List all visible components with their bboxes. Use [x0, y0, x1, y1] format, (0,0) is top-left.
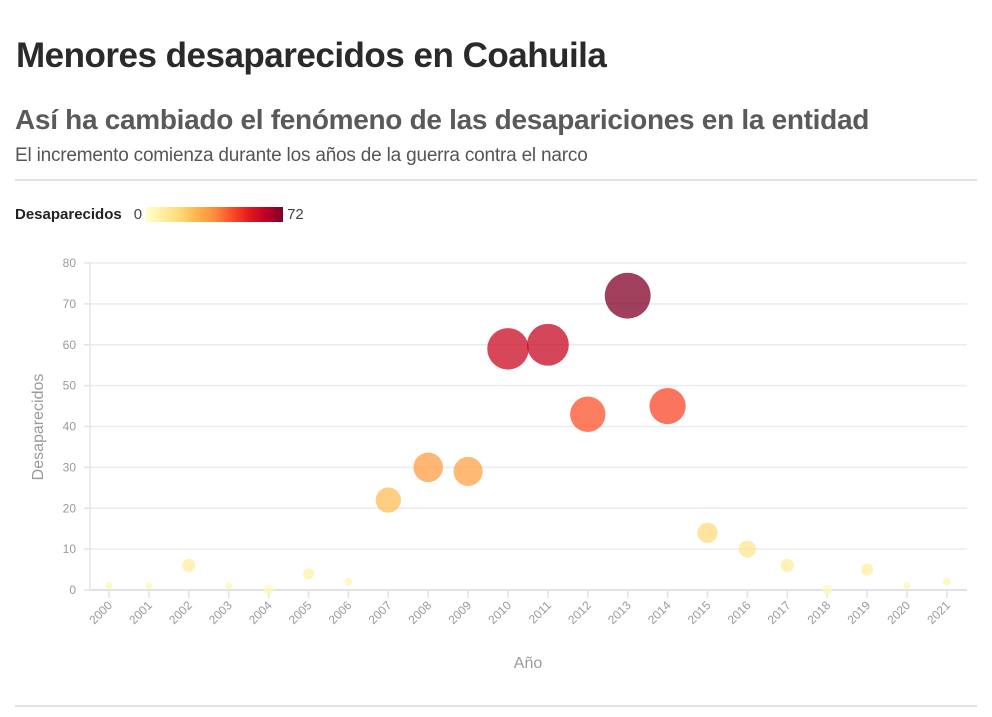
data-point-2015[interactable]	[697, 522, 718, 543]
y-tick-label: 80	[63, 256, 77, 270]
data-point-2020[interactable]	[903, 582, 911, 590]
x-tick-label: 2002	[166, 598, 195, 627]
x-tick-label: 2012	[565, 598, 594, 627]
x-tick-label: 2014	[645, 598, 674, 627]
x-tick-label: 2020	[884, 598, 913, 627]
x-tick-label: 2017	[765, 598, 794, 627]
data-point-2008[interactable]	[413, 452, 443, 483]
y-tick-label: 0	[69, 583, 76, 597]
x-axis: 2000 2001 2002 2003 2004 2005 2006 2007 2008 2009…	[86, 589, 967, 627]
x-tick-label: 2003	[206, 598, 235, 627]
data-point-2017[interactable]	[780, 558, 794, 573]
data-point-2018[interactable]	[822, 585, 833, 595]
x-tick-label: 2001	[126, 598, 155, 627]
data-point-2004[interactable]	[263, 585, 274, 595]
x-tick-label: 2010	[485, 598, 514, 627]
data-point-2016[interactable]	[738, 540, 756, 558]
data-point-2011[interactable]	[526, 323, 569, 366]
data-point-2006[interactable]	[344, 578, 353, 586]
x-tick-label: 2004	[246, 598, 275, 627]
chart-subtitle: Así ha cambiado el fenómeno de las desap…	[15, 104, 870, 135]
data-point-2000[interactable]	[105, 582, 113, 590]
legend-max-label: 72	[287, 205, 304, 223]
chart-note: El incremento comienza durante los años …	[15, 145, 588, 166]
color-legend: Desaparecidos 0 72	[15, 204, 304, 224]
x-tick-label: 2015	[685, 598, 714, 627]
chart-title: Menores desaparecidos en Coahuila	[16, 36, 607, 75]
data-point-2013[interactable]	[604, 272, 651, 319]
x-tick-label: 2019	[844, 598, 873, 627]
x-tick-label: 2007	[366, 598, 395, 627]
data-points	[105, 272, 951, 595]
x-tick-label: 2018	[805, 598, 834, 627]
x-tick-label: 2021	[924, 598, 953, 627]
grid-lines	[90, 262, 967, 591]
x-tick-label: 2005	[286, 598, 315, 627]
x-tick-label: 2006	[326, 598, 355, 627]
y-tick-label: 20	[63, 501, 77, 515]
y-tick-label: 50	[63, 379, 77, 393]
footer-divider	[15, 705, 977, 707]
data-point-2014[interactable]	[649, 387, 686, 425]
x-tick-label: 2011	[526, 598, 554, 626]
y-tick-label: 60	[63, 338, 77, 352]
data-point-2010[interactable]	[487, 328, 529, 370]
y-tick-label: 30	[63, 460, 77, 474]
legend-min-label: 0	[133, 205, 143, 223]
legend-title: Desaparecidos	[15, 205, 122, 223]
data-point-2021[interactable]	[943, 578, 951, 586]
x-tick-label: 2013	[605, 598, 634, 627]
x-tick-label: 2016	[725, 598, 754, 627]
x-tick-label: 2000	[86, 598, 115, 627]
data-point-2007[interactable]	[375, 487, 401, 513]
x-axis-title: Año	[514, 655, 543, 672]
y-axis: 0 10 20 30 40 50 60 70 80	[63, 256, 91, 597]
data-point-2002[interactable]	[182, 558, 196, 573]
x-tick-label: 2008	[406, 598, 435, 627]
data-point-2005[interactable]	[303, 568, 314, 580]
y-axis-title: Desaparecidos	[30, 374, 47, 481]
legend-gradient-bar	[146, 206, 284, 222]
y-tick-label: 10	[63, 542, 77, 556]
x-tick-label: 2009	[445, 598, 474, 627]
y-tick-label: 70	[63, 297, 77, 311]
y-tick-label: 40	[63, 420, 77, 434]
header-divider	[15, 179, 977, 181]
data-point-2009[interactable]	[453, 456, 483, 487]
data-point-2001[interactable]	[145, 582, 153, 590]
data-point-2019[interactable]	[861, 563, 874, 576]
data-point-2012[interactable]	[570, 396, 606, 432]
data-point-2003[interactable]	[225, 582, 233, 590]
